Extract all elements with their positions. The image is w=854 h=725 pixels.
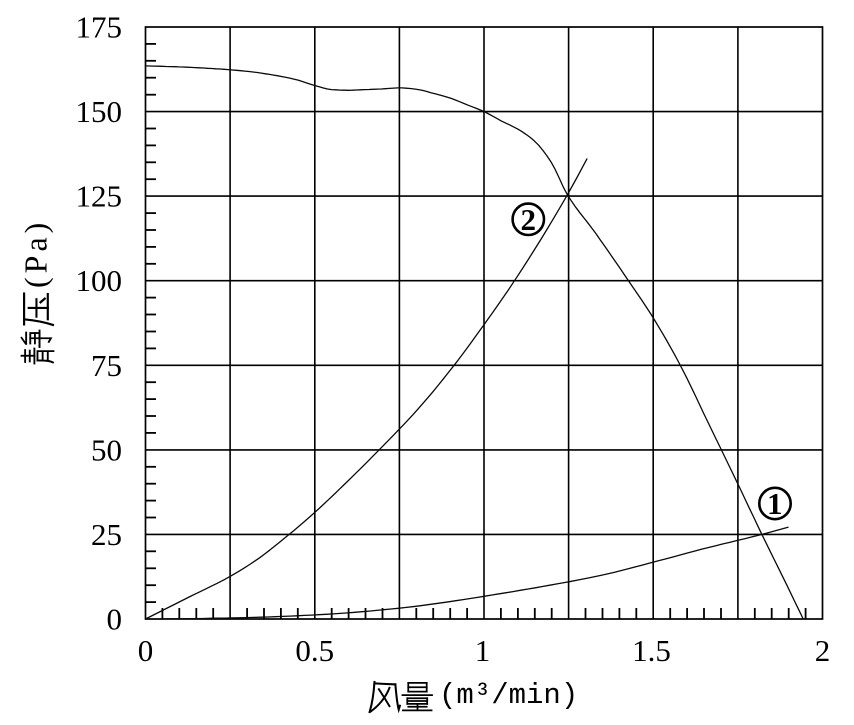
svg-text:125: 125 [76, 179, 123, 214]
svg-text:1.5: 1.5 [632, 633, 671, 668]
svg-text:150: 150 [76, 94, 123, 129]
svg-text:100: 100 [76, 263, 123, 298]
svg-text:1: 1 [475, 633, 491, 668]
svg-text:75: 75 [91, 348, 122, 383]
svg-text:25: 25 [91, 517, 122, 552]
svg-text:2: 2 [815, 633, 831, 668]
svg-text:0: 0 [107, 602, 123, 637]
svg-text:0: 0 [138, 633, 154, 668]
svg-text:1: 1 [767, 486, 783, 521]
svg-text:(Pa): (Pa) [18, 219, 54, 288]
svg-text:(m³/min): (m³/min) [439, 679, 578, 712]
svg-text:175: 175 [76, 10, 123, 45]
svg-text:0.5: 0.5 [295, 633, 334, 668]
svg-text:2: 2 [521, 202, 537, 237]
svg-text:50: 50 [91, 432, 122, 467]
